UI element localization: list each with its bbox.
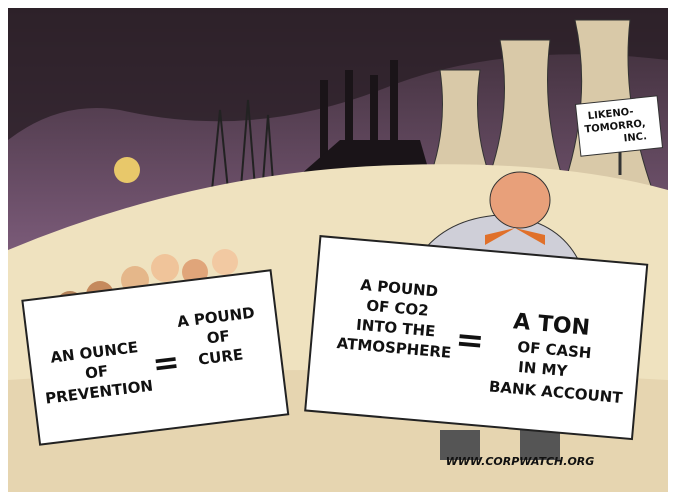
website: WWW.CORPWATCH.ORG: [446, 455, 595, 468]
sign-text: OF: [84, 362, 109, 383]
left-sign: AN OUNCE OF PREVENTION = A POUND OF CURE: [22, 270, 288, 444]
sign-text: OF: [206, 327, 231, 348]
right-sign: A POUND OF CO2 INTO THE ATMOSPHERE = A T…: [305, 236, 647, 439]
equals-sign: =: [454, 319, 486, 361]
cartoon: LIKENO- TOMORRO, INC. AN OUNCE OF PREVEN…: [0, 0, 673, 500]
equals-sign: =: [150, 342, 181, 383]
sun: [114, 157, 140, 183]
